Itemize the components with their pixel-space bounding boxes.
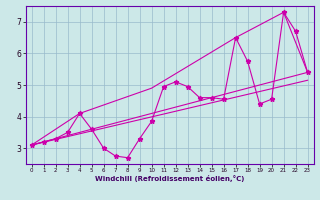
X-axis label: Windchill (Refroidissement éolien,°C): Windchill (Refroidissement éolien,°C)	[95, 175, 244, 182]
